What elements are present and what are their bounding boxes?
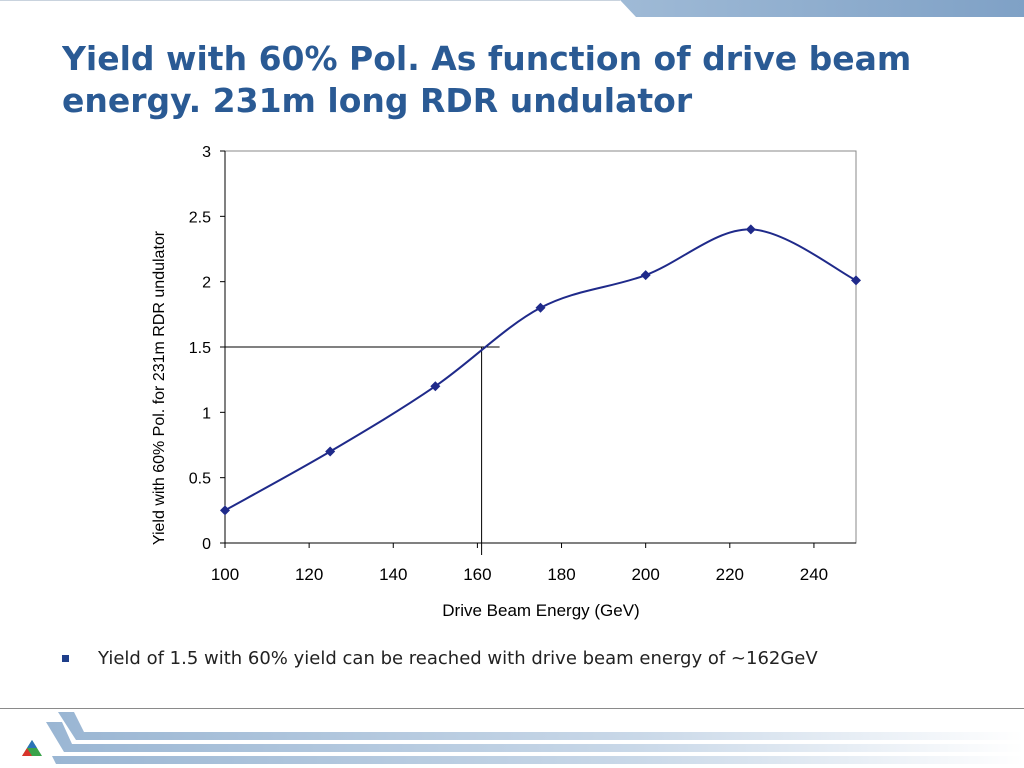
header-rule [0,0,620,1]
footer [0,708,1024,768]
y-tick-label: 1.5 [189,340,211,357]
data-point-marker [430,381,441,392]
bullet-point: Yield of 1.5 with 60% yield can be reach… [62,648,962,669]
slide-title: Yield with 60% Pol. As function of drive… [62,39,912,120]
x-tick-label: 200 [631,565,659,584]
triangle-logo-icon [22,740,42,756]
x-tick-label: 160 [463,565,491,584]
data-point-marker [851,275,861,286]
x-axis: 100 120 140 160 180 200 220 240 [211,542,856,584]
header-accent-bar [620,0,1024,17]
y-tick-label: 1 [202,405,211,422]
y-axis: 0 0.5 1 1.5 2 2.5 3 [189,144,226,553]
y-tick-label: 2 [202,275,211,292]
y-axis-label: Yield with 60% Pol. for 231m RDR undulat… [151,230,168,545]
data-point-marker [745,224,756,235]
y-tick-label: 0.5 [189,471,211,488]
x-tick-label: 240 [800,565,828,584]
x-tick-label: 120 [295,565,323,584]
line-chart: 0 0.5 1 1.5 2 2.5 3 100 120 140 160 180 200 220 240 Y… [151,144,861,620]
footer-decoration [22,712,1024,764]
bullet-marker-icon [62,655,69,662]
footer-rule [0,708,1024,709]
data-point-marker [640,270,651,281]
data-point-marker [325,446,336,457]
bullet-text: Yield of 1.5 with 60% yield can be reach… [98,648,818,669]
x-tick-label: 220 [716,565,744,584]
x-tick-label: 180 [547,565,575,584]
y-tick-label: 2.5 [189,209,211,226]
y-tick-label: 3 [202,144,211,161]
data-point-marker [535,302,546,313]
data-point-marker [220,505,230,516]
x-tick-label: 100 [211,565,239,584]
y-tick-label: 0 [202,536,211,553]
reference-lines [225,346,500,555]
series-group [220,224,861,516]
x-axis-label: Drive Beam Energy (GeV) [442,601,639,620]
x-tick-label: 140 [379,565,407,584]
